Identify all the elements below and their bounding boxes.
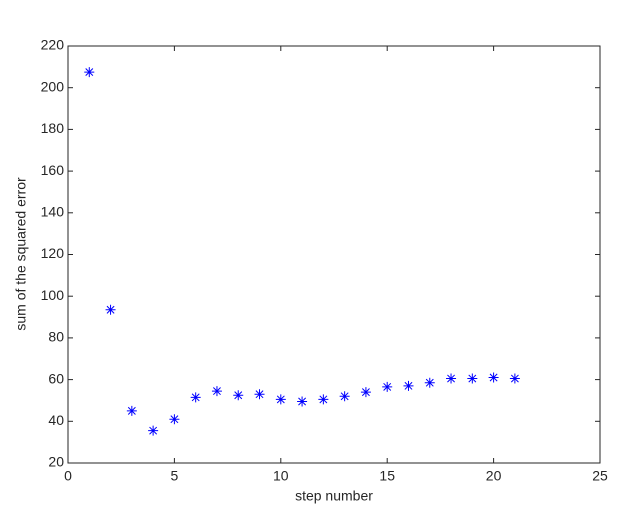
x-tick-label: 0	[64, 468, 72, 484]
data-point	[169, 414, 180, 425]
data-point	[318, 394, 329, 405]
y-tick-label: 20	[48, 454, 64, 470]
y-tick-label: 220	[41, 37, 65, 53]
data-point	[105, 304, 116, 315]
y-tick-label: 120	[41, 245, 65, 261]
y-tick-label: 40	[48, 412, 64, 428]
y-tick-label: 140	[41, 204, 65, 220]
data-point	[509, 373, 520, 384]
data-point	[297, 396, 308, 407]
y-tick-label: 80	[48, 329, 64, 345]
data-point	[254, 389, 265, 400]
data-point	[84, 67, 95, 78]
data-point	[211, 386, 222, 397]
data-point	[339, 391, 350, 402]
data-point	[424, 377, 435, 388]
x-tick-label: 20	[486, 468, 502, 484]
y-tick-label: 160	[41, 162, 65, 178]
data-point	[126, 405, 137, 416]
x-tick-label: 10	[273, 468, 289, 484]
y-tick-label: 200	[41, 78, 65, 94]
x-tick-label: 25	[592, 468, 608, 484]
data-point	[233, 390, 244, 401]
y-tick-label: 180	[41, 120, 65, 136]
data-point	[275, 394, 286, 405]
data-point	[467, 373, 478, 384]
x-tick-label: 15	[379, 468, 395, 484]
data-point	[148, 425, 159, 436]
y-axis-label: sum of the squared error	[13, 177, 29, 331]
data-point	[488, 372, 499, 383]
data-point	[446, 373, 457, 384]
y-tick-label: 100	[41, 287, 65, 303]
axes-box	[67, 45, 601, 464]
data-point	[382, 381, 393, 392]
x-tick-label: 5	[171, 468, 179, 484]
x-axis-label: step number	[295, 488, 373, 504]
data-point	[190, 392, 201, 403]
data-point	[403, 380, 414, 391]
data-point	[360, 387, 371, 398]
y-tick-label: 60	[48, 370, 64, 386]
